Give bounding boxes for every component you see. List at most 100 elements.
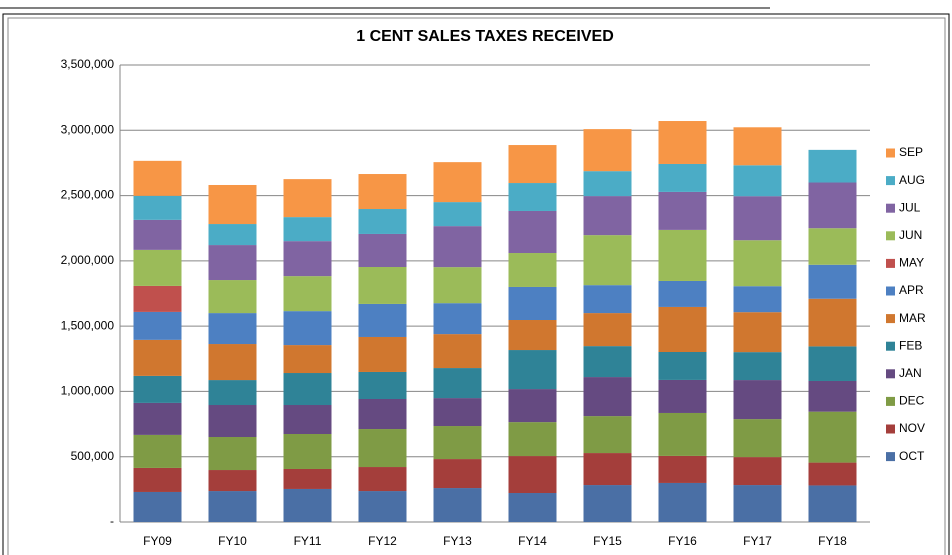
bar-segment (208, 405, 257, 437)
bar-segment (658, 163, 707, 192)
bar-segment (808, 485, 857, 522)
chart-frame (7, 17, 946, 555)
bar-segment (808, 298, 857, 347)
bar-segment (733, 352, 782, 381)
legend-label: OCT (899, 449, 925, 463)
bar-segment (283, 311, 332, 346)
bar-segment (733, 380, 782, 420)
bar-segment (508, 493, 557, 522)
bar-segment (583, 313, 632, 347)
y-tick-label: 1,500,000 (61, 318, 115, 332)
bar-segment (508, 210, 557, 254)
bar-segment (658, 121, 707, 164)
bar-segment (358, 336, 407, 372)
x-tick-label: FY13 (443, 534, 472, 548)
bar-segment (508, 286, 557, 321)
x-tick-label: FY18 (818, 534, 847, 548)
legend-swatch (886, 396, 895, 406)
legend-label: NOV (899, 421, 925, 435)
y-tick-label: 3,000,000 (61, 122, 115, 136)
bar-segment (808, 264, 857, 299)
bar-segment (133, 491, 182, 522)
bar-segment (658, 306, 707, 352)
bar-segment (133, 249, 182, 286)
bar-segment (808, 462, 857, 486)
bar-segment (433, 267, 482, 304)
bar-segment (733, 286, 782, 313)
bar-segment (133, 219, 182, 250)
legend-swatch (886, 341, 895, 351)
bar-segment (133, 467, 182, 492)
bar-segment (733, 127, 782, 166)
bar-segment (583, 416, 632, 454)
bar-segment (733, 457, 782, 486)
bar-segment (133, 339, 182, 376)
x-tick-label: FY16 (668, 534, 697, 548)
y-tick-label: 2,500,000 (61, 188, 115, 202)
bar-segment (433, 334, 482, 369)
bar-segment (358, 371, 407, 400)
bar-segment (358, 233, 407, 267)
bar-segment (733, 419, 782, 458)
y-tick-label: - (110, 514, 114, 528)
x-tick-label: FY12 (368, 534, 397, 548)
bar-segment (283, 276, 332, 312)
bar-segment (433, 398, 482, 427)
y-tick-label: 3,500,000 (61, 57, 115, 71)
bar-segment (583, 129, 632, 172)
bar-segment (658, 351, 707, 380)
y-tick-label: 2,000,000 (61, 253, 115, 267)
bar-segment (658, 482, 707, 522)
bar-segment (283, 345, 332, 374)
bar-segment (283, 217, 332, 242)
legend-swatch (886, 148, 895, 158)
legend-label: MAY (899, 256, 924, 270)
bar-segment (733, 240, 782, 287)
bar-segment (658, 280, 707, 307)
bar-segment (583, 377, 632, 417)
bar-segment (733, 485, 782, 522)
bar-segment (133, 160, 182, 196)
bar-segment (433, 426, 482, 460)
bar-segment (658, 412, 707, 456)
bar-segment (133, 375, 182, 403)
x-tick-label: FY15 (593, 534, 622, 548)
bar-segment (433, 202, 482, 227)
bar-segment (133, 285, 182, 312)
legend-label: SEP (899, 145, 923, 159)
bar-segment (658, 379, 707, 413)
outer-frame (2, 13, 950, 555)
legend-swatch (886, 452, 895, 462)
legend-label: APR (899, 283, 924, 297)
bar-segment (508, 253, 557, 287)
bar-segment (733, 165, 782, 197)
bar-segment (358, 209, 407, 234)
bar-segment (583, 453, 632, 486)
bar-segment (133, 402, 182, 435)
bar-segment (808, 182, 857, 229)
bar-segment (133, 195, 182, 220)
bar-segment (208, 470, 257, 492)
bar-segment (583, 346, 632, 378)
bar-segment (433, 226, 482, 268)
x-tick-label: FY09 (143, 534, 172, 548)
legend-swatch (886, 231, 895, 241)
legend-swatch (886, 424, 895, 434)
x-tick-label: FY17 (743, 534, 772, 548)
bar-segment (358, 429, 407, 468)
bar-segment (508, 389, 557, 423)
bar-segment (508, 456, 557, 494)
bar-segment (358, 491, 407, 522)
bar-segment (358, 303, 407, 337)
bar-segment (808, 228, 857, 265)
bar-segment (508, 320, 557, 351)
bar-segment (208, 344, 257, 381)
legend-swatch (886, 203, 895, 213)
bar-segment (433, 368, 482, 399)
bar-segment (658, 191, 707, 230)
bar-segment (208, 491, 257, 522)
bar-segment (433, 303, 482, 335)
legend-label: JUN (899, 228, 922, 242)
legend-swatch (886, 314, 895, 324)
bar-segment (358, 467, 407, 492)
